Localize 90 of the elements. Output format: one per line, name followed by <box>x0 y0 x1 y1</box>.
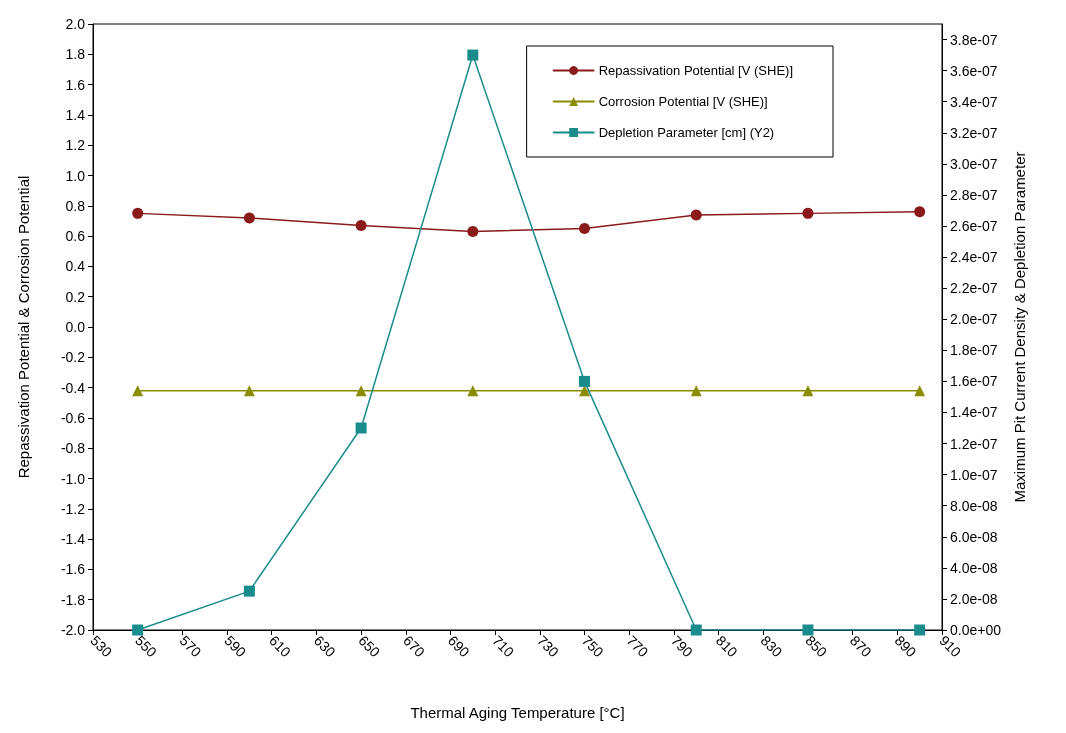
y2-tick-label: 1.4e-07 <box>950 404 998 421</box>
x-tick-label: 790 <box>668 632 697 661</box>
point <box>467 49 479 61</box>
y2-tick-label: 3.2e-07 <box>950 124 998 141</box>
y-tick-label: 0.2 <box>65 288 86 305</box>
y-tick-label: 1.6 <box>65 76 86 93</box>
y-tick-label: -1.0 <box>60 470 86 487</box>
y-tick-label: -0.8 <box>60 440 86 457</box>
y2-tick-label: 3.6e-07 <box>950 62 998 79</box>
legend-label: Repassivation Potential [V (SHE)] <box>598 63 794 78</box>
y2-tick-label: 8.0e-08 <box>950 497 998 514</box>
y2-tick-label: 3.0e-07 <box>950 155 998 172</box>
point <box>914 385 926 397</box>
point <box>690 385 702 397</box>
x-tick-label: 730 <box>534 632 563 661</box>
point <box>355 220 367 231</box>
y2-tick-label: 2.2e-07 <box>950 280 998 297</box>
x-tick-label: 870 <box>846 632 875 661</box>
y-tick-label: 1.4 <box>65 106 86 123</box>
point <box>914 206 926 218</box>
point <box>690 624 702 636</box>
y2-tick-label: 1.8e-07 <box>950 342 998 359</box>
point <box>355 422 367 434</box>
x-tick-label: 610 <box>266 632 295 661</box>
y-tick-label: 0.8 <box>65 197 86 214</box>
y-axis-title: Repassivation Potential & Corrosion Potential <box>15 175 32 479</box>
y-tick-label: -1.8 <box>60 591 86 608</box>
x-tick-label: 690 <box>444 632 473 661</box>
y2-tick-label: 6.0e-08 <box>950 528 998 545</box>
y-tick-label: -1.6 <box>60 561 86 578</box>
legend-label: Depletion Parameter [cm] (Y2) <box>598 125 775 140</box>
point <box>132 624 144 636</box>
x-tick-label: 570 <box>176 632 205 661</box>
point <box>243 585 255 597</box>
y-tick-label: 1.2 <box>65 137 86 154</box>
y2-tick-label: 0.0e+00 <box>950 622 1002 638</box>
y2-tick-label: 4.0e-08 <box>950 559 998 576</box>
y2-tick-label: 3.4e-07 <box>950 93 998 110</box>
point <box>579 223 591 235</box>
x-tick-label: 890 <box>891 632 920 661</box>
x-tick-label: 530 <box>87 632 116 661</box>
point <box>467 385 479 397</box>
y2-tick-label: 1.0e-07 <box>950 466 998 483</box>
y-tick-label: -1.4 <box>60 531 86 548</box>
y2-tick-label: 2.8e-07 <box>950 186 998 203</box>
y2-tick-label: 2.4e-07 <box>950 249 998 266</box>
y-tick-label: 1.8 <box>65 46 86 63</box>
point <box>579 375 591 387</box>
x-tick-label: 630 <box>310 632 339 661</box>
x-tick-label: 670 <box>400 632 429 661</box>
x-axis-title: Thermal Aging Temperature [°C] <box>410 704 625 721</box>
point <box>802 207 814 219</box>
x-tick-label: 830 <box>757 632 786 661</box>
y-tick-label: 2.0 <box>65 16 86 32</box>
y2-tick-label: 3.8e-07 <box>950 31 998 48</box>
y2-tick-label: 2.6e-07 <box>950 218 998 234</box>
y-tick-label: -0.6 <box>60 409 86 426</box>
point <box>467 226 479 238</box>
x-tick-label: 750 <box>578 632 607 661</box>
y-tick-label: 1.0 <box>65 167 86 184</box>
y2-tick-label: 1.6e-07 <box>950 373 998 390</box>
y-tick-label: -2.0 <box>60 622 86 638</box>
point <box>690 209 702 221</box>
x-tick-label: 650 <box>355 632 384 661</box>
x-tick-label: 550 <box>132 632 160 661</box>
point <box>355 385 367 397</box>
y-tick-label: 0.0 <box>65 319 86 335</box>
y2-axis-title: Maximum Pit Current Density & Depletion Parameter <box>1010 151 1028 503</box>
point <box>132 207 144 219</box>
legend-label: Corrosion Potential [V (SHE)] <box>598 94 768 109</box>
x-tick-label: 590 <box>221 632 250 661</box>
y-tick-label: -1.2 <box>60 500 86 517</box>
x-tick-label: 710 <box>489 632 518 661</box>
y2-tick-label: 2.0e-08 <box>950 590 998 607</box>
point <box>914 624 926 636</box>
y-tick-label: 0.4 <box>65 258 86 275</box>
point <box>802 385 814 397</box>
x-tick-label: 770 <box>623 632 652 661</box>
x-tick-label: 850 <box>802 632 831 661</box>
y2-tick-label: 1.2e-07 <box>950 435 998 452</box>
y-tick-label: 0.6 <box>65 228 86 245</box>
y-tick-label: -0.2 <box>60 349 86 366</box>
y2-tick-label: 2.0e-07 <box>950 311 998 328</box>
point <box>802 624 814 636</box>
y-tick-label: -0.4 <box>60 379 86 396</box>
x-tick-label: 810 <box>712 632 741 661</box>
point <box>243 212 255 224</box>
point <box>579 385 591 397</box>
point <box>243 385 255 397</box>
point <box>132 385 144 397</box>
